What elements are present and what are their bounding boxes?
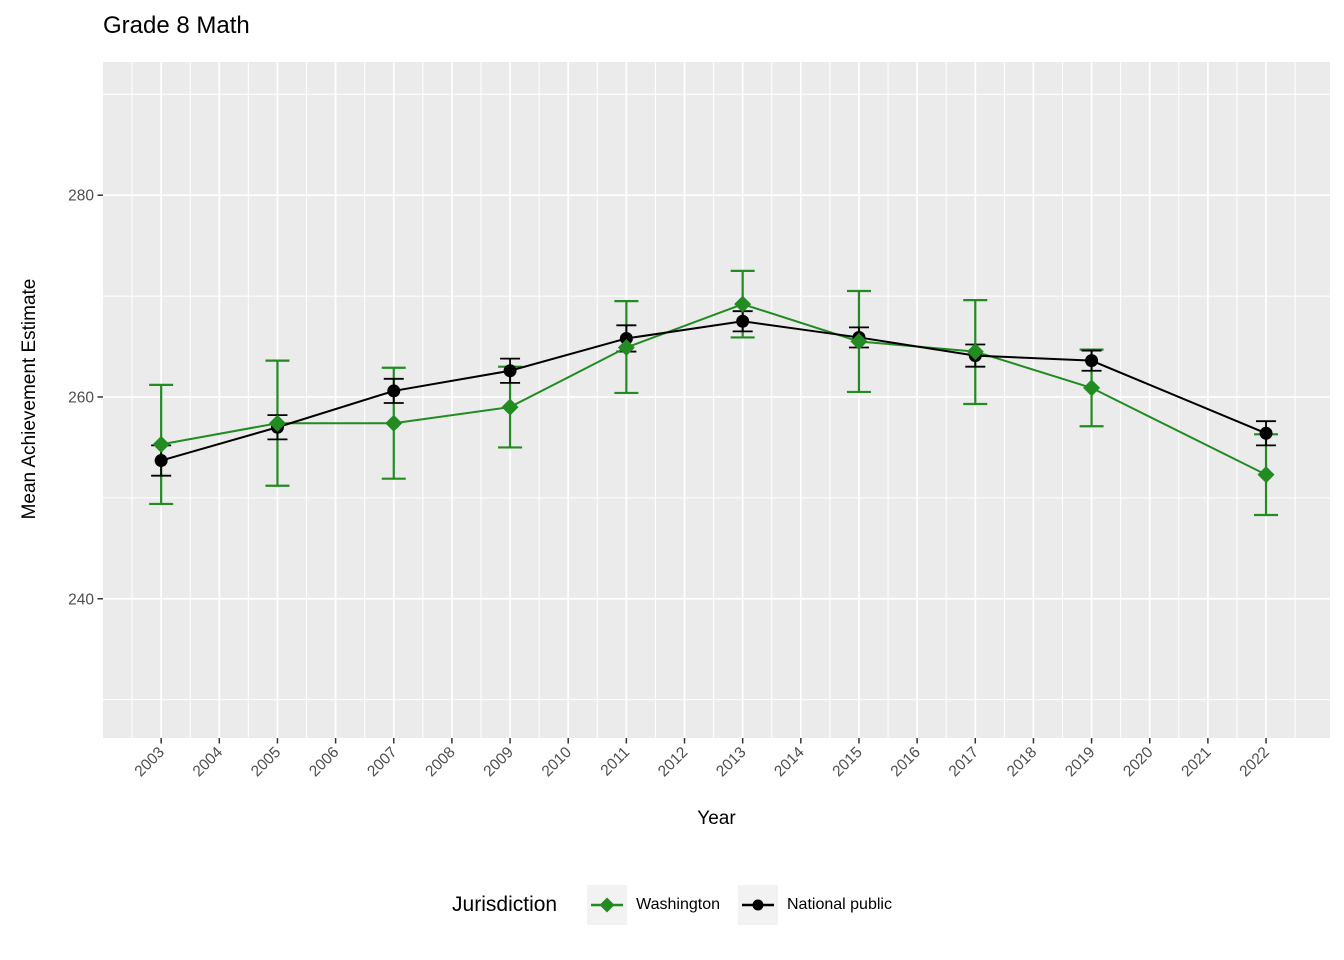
chart-title: Grade 8 Math: [103, 12, 250, 39]
legend-label-national-public: National public: [787, 896, 892, 913]
x-axis-title: Year: [697, 808, 736, 829]
line-national-public: [160, 320, 1267, 462]
x-tick-labels: 2003 2004 2005 2006 2007 2008 2009 2010 2011 2012…: [132, 744, 1273, 781]
x-tick-label: 2012: [655, 744, 691, 780]
x-tick-label: 2007: [364, 744, 400, 780]
legend-item-washington: Washington: [587, 885, 720, 925]
x-tick-label: 2013: [713, 744, 749, 780]
x-tick-label: 2015: [829, 744, 865, 780]
points-washington: [152, 295, 1275, 484]
x-tick-label: 2005: [248, 744, 284, 780]
x-tick-label: 2020: [1120, 744, 1157, 781]
y-tick-label: 260: [68, 389, 94, 406]
x-tick-label: 2016: [888, 744, 924, 780]
x-tick-label: 2022: [1236, 744, 1272, 780]
x-tick-label: 2009: [480, 744, 516, 780]
y-tick-label: 280: [68, 188, 94, 205]
x-tick-label: 2008: [422, 744, 458, 780]
x-tick-label: 2018: [1004, 744, 1040, 780]
x-tick-label: 2004: [190, 744, 227, 781]
x-tick-label: 2014: [771, 744, 808, 781]
y-axis-title: Mean Achievement Estimate: [19, 278, 40, 520]
washington-key-icon: [587, 885, 628, 925]
y-tick-label: 240: [68, 591, 94, 608]
x-tick-label: 2019: [1062, 744, 1098, 780]
legend-title: Jurisdiction: [452, 893, 558, 916]
x-tick-label: 2010: [539, 744, 576, 781]
major-gridlines: [103, 62, 1330, 738]
legend-label-washington: Washington: [636, 896, 720, 913]
x-tick-label: 2017: [946, 744, 982, 780]
x-tick-label: 2011: [598, 744, 634, 780]
y-tick-labels: 240 260 280: [68, 188, 94, 609]
legend: Jurisdiction Washington National public: [0, 879, 1344, 931]
x-tick-label: 2021: [1178, 744, 1214, 780]
minor-gridlines: [103, 62, 1330, 738]
line-washington: [160, 303, 1267, 476]
x-tick-label: 2003: [132, 744, 168, 780]
panel-background: [103, 62, 1330, 738]
national-public-key-icon: [738, 885, 778, 925]
plot-area: 240 260 280 2003 2004 2005 2006 2007 2008 2009 201…: [68, 62, 1330, 781]
axis-ticks: [97, 194, 1267, 744]
legend-item-national-public: National public: [738, 885, 892, 925]
x-tick-label: 2006: [306, 744, 342, 780]
